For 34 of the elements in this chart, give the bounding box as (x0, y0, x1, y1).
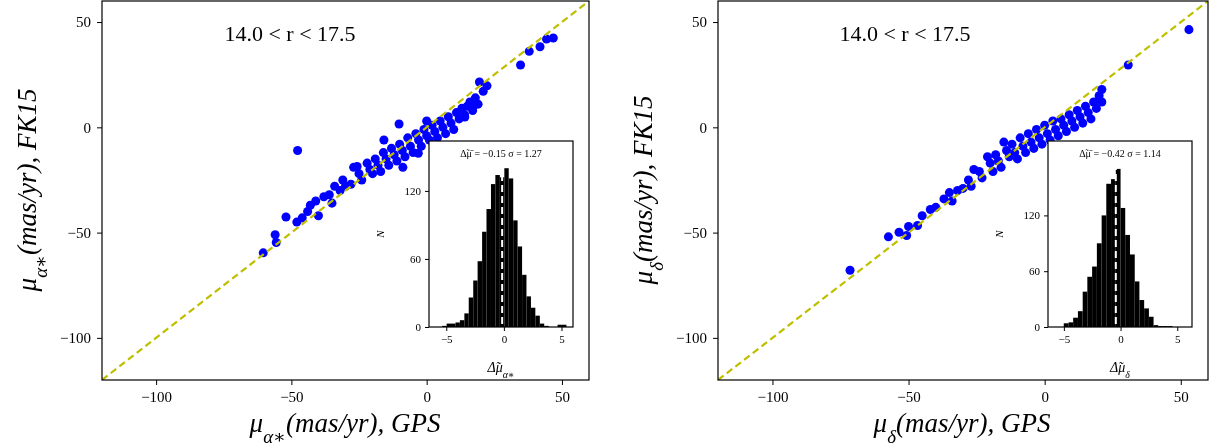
x-tick-label: −100 (757, 388, 789, 405)
x-axis-title: Δ̃μ$_{δ}$ (1109, 360, 1131, 380)
y-tick-label: 0 (83, 119, 91, 136)
x-tick-label: −100 (141, 388, 173, 405)
y-tick-label: 120 (1023, 209, 1041, 222)
y-tick-label: 0 (1034, 321, 1041, 334)
annotation: 14.0 < r < 17.5 (839, 21, 971, 46)
x-tick-label: 5 (1175, 332, 1182, 345)
x-tick-label: −5 (1058, 332, 1071, 345)
x-tick-label: −50 (280, 388, 304, 405)
y-tick-label: −50 (683, 224, 707, 241)
x-axis-title: Δ̃μ$_{α∗}$ (486, 360, 515, 380)
annotation: 14.0 < r < 17.5 (224, 21, 356, 46)
x-tick-label: 5 (559, 332, 566, 345)
y-axis-title: N (374, 229, 386, 239)
x-tick-label: 50 (554, 388, 570, 405)
annotation: Δ̃μ̄ = −0.42 σ = 1.14 (1079, 148, 1161, 159)
y-tick-label: 60 (1029, 265, 1041, 278)
y-tick-label: 0 (415, 321, 422, 334)
x-tick-label: 50 (1173, 388, 1189, 405)
y-tick-label: 50 (76, 14, 91, 31)
annotation: Δ̃μ̄ = −0.15 σ = 1.27 (460, 148, 542, 159)
x-tick-label: −5 (440, 332, 454, 345)
y-tick-label: 60 (410, 252, 422, 265)
y-tick-label: −50 (67, 224, 91, 241)
y-tick-label: 120 (404, 184, 422, 197)
y-tick-label: 0 (699, 119, 707, 136)
x-tick-label: −50 (897, 388, 921, 405)
y-tick-label: 50 (692, 14, 707, 31)
y-axis-title: N (993, 229, 1005, 239)
x-tick-label: 0 (501, 332, 508, 345)
x-axis-title: μ$_{δ}$(mas/yr), GPS (872, 408, 1051, 446)
x-axis-title: μ$_{α∗}$(mas/yr), GPS (248, 408, 441, 446)
x-tick-label: 0 (1118, 332, 1125, 345)
